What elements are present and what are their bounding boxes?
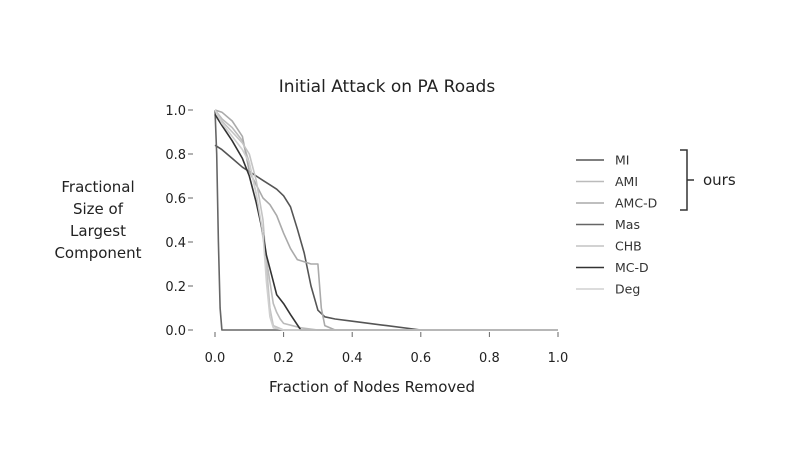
x-axis-label: Fraction of Nodes Removed [269,378,475,396]
legend-label: Mas [615,217,640,232]
legend: MI AMI AMC-D Mas CHB MC-D Deg [576,153,657,297]
series-line-amc-d [214,109,558,331]
x-tick-label: 0.2 [273,351,294,366]
y-axis-label-line: Fractional [61,178,134,196]
x-axis: 0.0 0.2 0.4 0.6 0.8 1.0 [205,332,569,366]
series-line-mas [214,109,558,331]
x-tick-label: 0.4 [342,351,363,366]
series-line-ami [214,109,558,331]
y-axis-label-line: Size of [73,200,124,218]
x-tick-label: 0.0 [205,351,226,366]
ours-annotation: ours [703,171,736,189]
x-tick-label: 0.6 [410,351,431,366]
y-tick-label: 1.0 [165,104,186,119]
legend-label: AMI [615,174,638,189]
y-axis-label-line: Component [54,244,141,262]
series-line-mc-d [214,113,558,331]
legend-label: MI [615,153,629,168]
legend-label: CHB [615,239,642,254]
legend-label: Deg [615,282,640,297]
y-axis-label-line: Largest [70,222,126,240]
y-tick-label: 0.0 [165,324,186,339]
x-tick-label: 1.0 [548,351,569,366]
series-layer [214,109,558,331]
legend-label: AMC-D [615,196,657,211]
y-axis: 0.0 0.2 0.4 0.6 0.8 1.0 [165,104,193,339]
legend-label: MC-D [615,260,649,275]
ours-bracket: ours [680,149,736,211]
y-axis-label: Fractional Size of Largest Component [54,178,141,262]
y-tick-label: 0.2 [165,280,186,295]
chart-title: Initial Attack on PA Roads [279,77,496,97]
x-tick-label: 0.8 [479,351,500,366]
y-tick-label: 0.6 [165,192,186,207]
series-line-chb [214,109,558,331]
y-tick-label: 0.4 [165,236,186,251]
series-line-deg [214,109,558,331]
y-tick-label: 0.8 [165,148,186,163]
series-line-mi [214,144,558,331]
bracket-line [680,149,688,211]
